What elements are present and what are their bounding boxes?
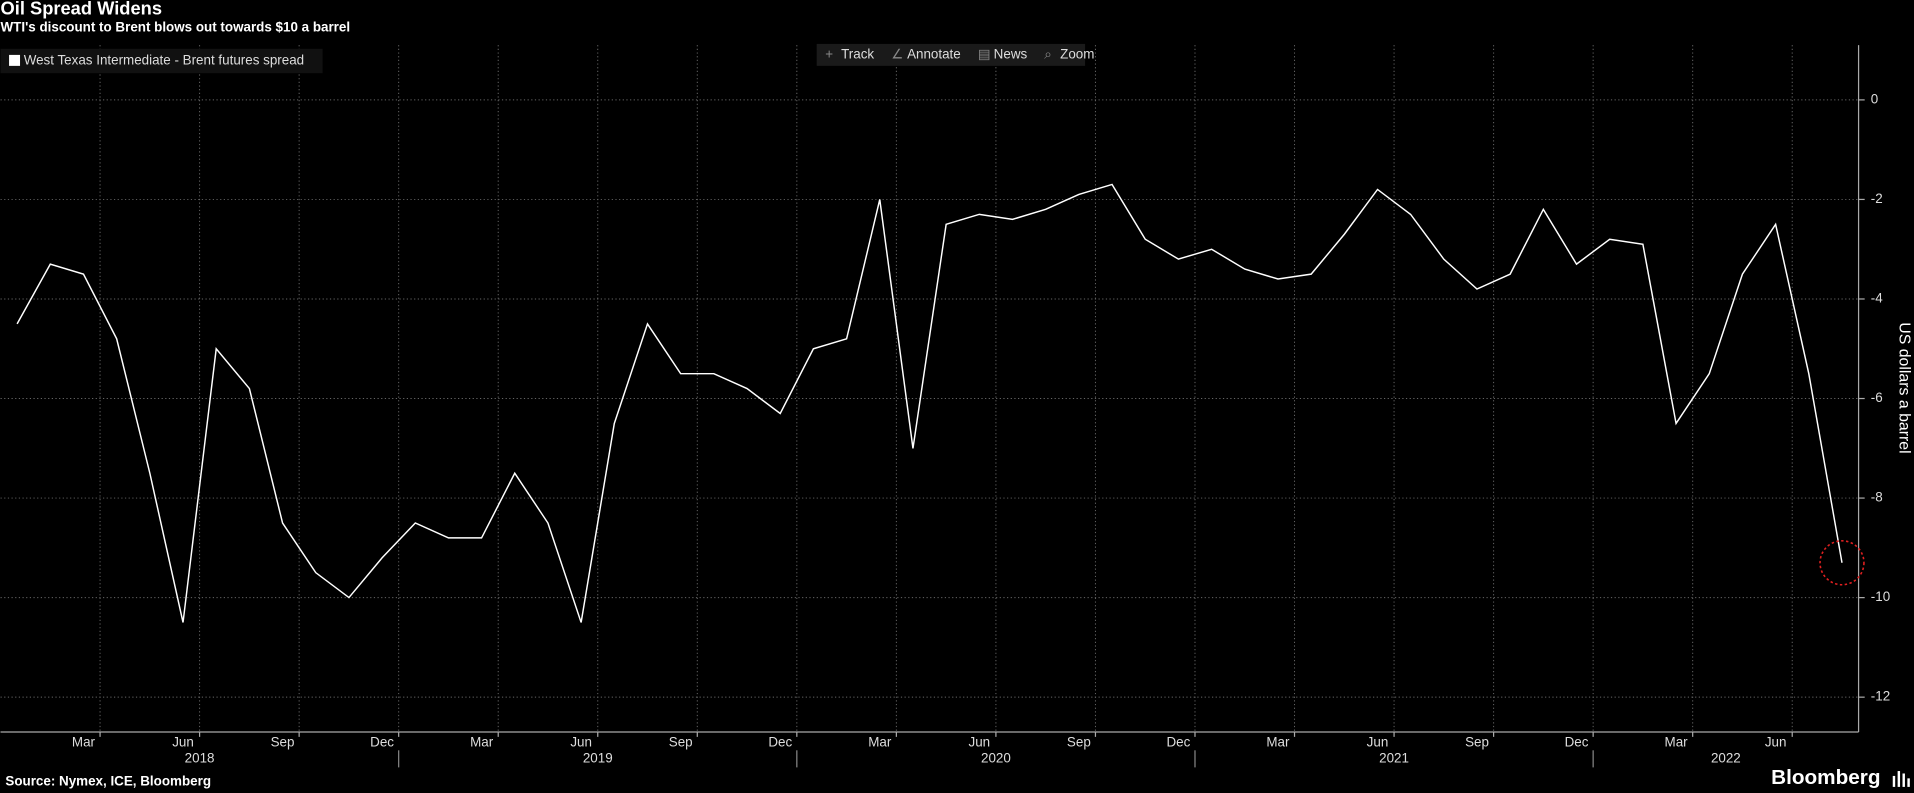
toolbar-button[interactable]: ∠ Annotate	[891, 46, 961, 61]
x-tick-label: Jun	[172, 735, 194, 750]
y-axis-label: US dollars a barrel	[1896, 322, 1913, 453]
y-tick-label: -12	[1871, 689, 1890, 704]
toolbar-label: News	[994, 46, 1028, 61]
y-tick-label: -10	[1871, 589, 1890, 604]
legend-label: West Texas Intermediate - Brent futures …	[24, 53, 304, 68]
x-tick-label: Mar	[72, 735, 96, 750]
x-tick-label: Dec	[1166, 735, 1190, 750]
x-tick-label: Mar	[470, 735, 494, 750]
x-tick-label: Sep	[271, 735, 295, 750]
year-label: 2019	[583, 750, 613, 765]
x-tick-label: Jun	[570, 735, 592, 750]
series-line	[16, 183, 1843, 623]
brand-icon	[1892, 771, 1910, 787]
toolbar-icon: ▤	[978, 46, 991, 61]
chart-title: Oil Spread Widens	[1, 0, 162, 19]
x-tick-label: Jun	[1765, 735, 1787, 750]
toolbar-button[interactable]: ⌕ Zoom	[1044, 46, 1094, 61]
toolbar-label: Track	[841, 46, 874, 61]
legend-swatch	[9, 54, 21, 66]
toolbar-icon: +	[825, 46, 833, 61]
y-tick-label: 0	[1871, 91, 1878, 106]
y-tick-label: -8	[1871, 490, 1883, 505]
highlight-circle	[1819, 540, 1865, 586]
y-tick-label: -4	[1871, 291, 1883, 306]
x-tick-label: Sep	[1067, 735, 1091, 750]
x-tick-label: Jun	[1367, 735, 1389, 750]
x-tick-label: Dec	[370, 735, 394, 750]
year-label: 2021	[1379, 750, 1409, 765]
year-label: 2018	[185, 750, 215, 765]
x-tick-label: Dec	[768, 735, 792, 750]
toolbar-icon: ⌕	[1044, 46, 1052, 61]
x-tick-label: Mar	[1665, 735, 1689, 750]
brand: Bloomberg	[1771, 766, 1880, 789]
year-label: 2020	[981, 750, 1011, 765]
toolbar: + Track ∠ Annotate ▤ News ⌕ Zoom	[816, 43, 1094, 66]
x-tick-label: Sep	[1465, 735, 1489, 750]
toolbar-label: Zoom	[1060, 46, 1094, 61]
year-label: 2022	[1711, 750, 1741, 765]
toolbar-label: Annotate	[907, 46, 961, 61]
x-tick-label: Mar	[1266, 735, 1290, 750]
toolbar-button[interactable]: + Track	[825, 46, 874, 61]
source: Source: Nymex, ICE, Bloomberg	[5, 774, 211, 789]
toolbar-bg	[816, 43, 1086, 66]
y-tick-label: -6	[1871, 390, 1883, 405]
toolbar-icon: ∠	[891, 46, 903, 61]
x-tick-label: Dec	[1565, 735, 1589, 750]
legend: West Texas Intermediate - Brent futures …	[0, 48, 323, 74]
x-tick-label: Jun	[969, 735, 991, 750]
chart-subtitle: WTI's discount to Brent blows out toward…	[1, 20, 351, 35]
y-tick-label: -2	[1871, 191, 1883, 206]
x-tick-label: Sep	[669, 735, 693, 750]
x-tick-label: Mar	[868, 735, 892, 750]
legend-box	[0, 48, 323, 74]
toolbar-button[interactable]: ▤ News	[978, 46, 1028, 61]
